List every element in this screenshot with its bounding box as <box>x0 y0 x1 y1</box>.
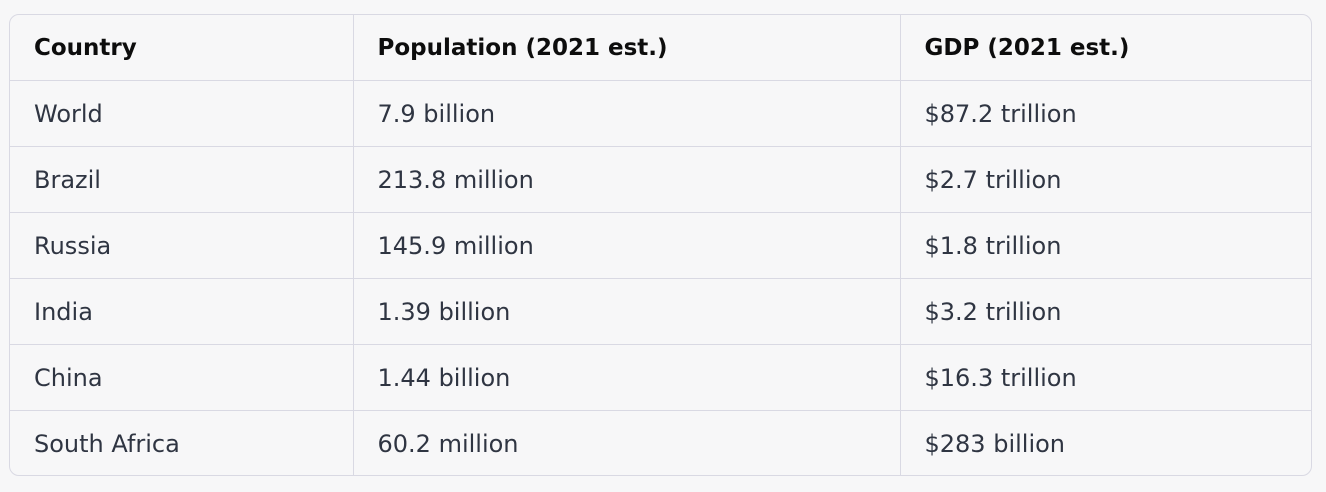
column-header-country: Country <box>10 15 354 81</box>
table-row: World 7.9 billion $87.2 trillion <box>10 80 1311 147</box>
cell-country: South Africa <box>10 410 354 475</box>
table-row: China 1.44 billion $16.3 trillion <box>10 344 1311 411</box>
cell-gdp: $2.7 trillion <box>900 146 1311 213</box>
cell-country: Russia <box>10 212 354 279</box>
table-header-row: Country Population (2021 est.) GDP (2021… <box>10 15 1311 81</box>
cell-population: 1.39 billion <box>353 278 901 345</box>
cell-population: 7.9 billion <box>353 80 901 147</box>
cell-gdp: $3.2 trillion <box>900 278 1311 345</box>
data-table-container: Country Population (2021 est.) GDP (2021… <box>9 14 1312 476</box>
cell-gdp: $1.8 trillion <box>900 212 1311 279</box>
table-row: South Africa 60.2 million $283 billion <box>10 410 1311 475</box>
cell-population: 1.44 billion <box>353 344 901 411</box>
cell-gdp: $16.3 trillion <box>900 344 1311 411</box>
cell-country: Brazil <box>10 146 354 213</box>
cell-population: 60.2 million <box>353 410 901 475</box>
cell-country: China <box>10 344 354 411</box>
cell-gdp: $283 billion <box>924 429 1066 458</box>
cell-gdp: $87.2 trillion <box>900 80 1311 147</box>
table-row: Brazil 213.8 million $2.7 trillion <box>10 146 1311 213</box>
cell-country: World <box>10 80 354 147</box>
table-row: India 1.39 billion $3.2 trillion <box>10 278 1311 345</box>
data-table: Country Population (2021 est.) GDP (2021… <box>10 15 1311 475</box>
cell-population: 145.9 million <box>353 212 901 279</box>
table-row: Russia 145.9 million $1.8 trillion <box>10 212 1311 279</box>
column-header-population: Population (2021 est.) <box>353 15 901 81</box>
cell-population: 213.8 million <box>353 146 901 213</box>
cell-country: India <box>10 278 354 345</box>
column-header-gdp: GDP (2021 est.) <box>900 15 1311 81</box>
